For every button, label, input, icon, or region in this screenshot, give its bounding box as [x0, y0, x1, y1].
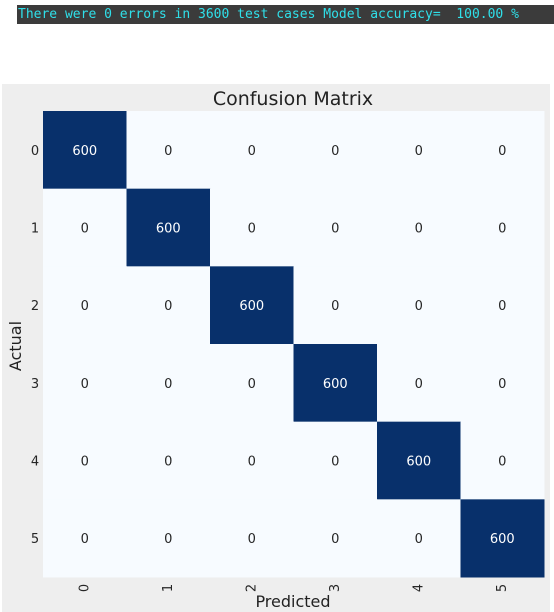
cell-value-label-3-2: 0	[248, 377, 256, 392]
heatmap-cell-5-4	[377, 499, 461, 578]
cell-value-label-0-3: 0	[331, 144, 339, 159]
cell-value-label-0-0: 600	[72, 144, 97, 159]
x-tick-label-0: 0	[77, 584, 92, 592]
x-tick-label-5: 5	[495, 584, 510, 592]
cell-value-label-3-5: 0	[498, 377, 506, 392]
heatmap-cell-3-2	[210, 344, 294, 423]
cell-value-label-1-3: 0	[331, 222, 339, 237]
heatmap-cell-1-4	[377, 188, 461, 267]
cell-value-label-1-5: 0	[498, 222, 506, 237]
heatmap-cell-2-2	[210, 266, 294, 345]
cell-value-label-2-4: 0	[415, 299, 423, 314]
heatmap-cell-0-5	[460, 111, 545, 190]
x-axis-label: Predicted	[255, 592, 330, 611]
x-tick-labels: 0 1 2 3 4 5	[77, 584, 510, 592]
cell-value-label-0-1: 0	[164, 144, 172, 159]
cell-value-label-5-0: 0	[81, 532, 89, 547]
heatmap-cell-3-0	[43, 344, 127, 423]
console-output-line: There were 0 errors in 3600 test cases M…	[17, 5, 554, 24]
heatmap-cell-1-0	[43, 188, 127, 267]
y-tick-label-4: 4	[31, 455, 39, 470]
cell-value-label-3-0: 0	[81, 377, 89, 392]
heatmap-cell-0-4	[377, 111, 461, 190]
x-tick-label-2: 2	[244, 584, 259, 592]
heatmap-cell-2-0	[43, 266, 127, 345]
cell-value-label-4-1: 0	[164, 455, 172, 470]
heatmap-cell-5-0	[43, 499, 127, 578]
heatmap-cell-1-3	[293, 188, 378, 267]
y-tick-label-5: 5	[31, 532, 39, 547]
cell-value-label-4-4: 600	[406, 455, 431, 470]
heatmap-cell-2-4	[377, 266, 461, 345]
heatmap-cell-5-1	[126, 499, 211, 578]
y-axis-label: Actual	[6, 321, 25, 371]
cell-value-label-1-4: 0	[415, 222, 423, 237]
cell-value-label-5-1: 0	[164, 532, 172, 547]
y-tick-label-0: 0	[31, 144, 39, 159]
heatmap-cell-3-3	[293, 344, 378, 423]
heatmap-cell-5-5	[460, 499, 545, 578]
x-tick-label-4: 4	[411, 584, 426, 592]
cell-value-label-2-3: 0	[331, 299, 339, 314]
y-tick-label-1: 1	[31, 222, 39, 237]
heatmap-cell-0-2	[210, 111, 294, 190]
cell-value-label-2-5: 0	[498, 299, 506, 314]
cell-value-label-5-4: 0	[415, 532, 423, 547]
cell-value-label-0-4: 0	[415, 144, 423, 159]
y-tick-labels: 0 1 2 3 4 5	[31, 144, 39, 547]
cell-value-label-0-2: 0	[248, 144, 256, 159]
heatmap-cell-3-5	[460, 344, 545, 423]
cell-value-label-5-3: 0	[331, 532, 339, 547]
cell-value-label-3-4: 0	[415, 377, 423, 392]
heatmap-cell-0-3	[293, 111, 378, 190]
heatmap-cell-4-0	[43, 421, 127, 500]
cell-value-label-0-5: 0	[498, 144, 506, 159]
heatmap-cell-1-2	[210, 188, 294, 267]
heatmap-cell-1-5	[460, 188, 545, 267]
cell-value-label-1-0: 0	[81, 222, 89, 237]
heatmap-cell-5-2	[210, 499, 294, 578]
cell-value-label-1-2: 0	[248, 222, 256, 237]
cell-value-label-2-1: 0	[164, 299, 172, 314]
cell-value-label-3-1: 0	[164, 377, 172, 392]
heatmap-cell-2-1	[126, 266, 211, 345]
heatmap-cell-2-3	[293, 266, 378, 345]
cell-value-label-4-3: 0	[331, 455, 339, 470]
heatmap-cell-4-4	[377, 421, 461, 500]
y-tick-label-2: 2	[31, 299, 39, 314]
cell-value-label-4-0: 0	[81, 455, 89, 470]
heatmap-cell-2-5	[460, 266, 545, 345]
heatmap-cell-3-4	[377, 344, 461, 423]
heatmap-cell-0-1	[126, 111, 211, 190]
y-tick-label-3: 3	[31, 377, 39, 392]
cell-value-label-4-2: 0	[248, 455, 256, 470]
heatmap-cell-4-1	[126, 421, 211, 500]
cell-value-label-2-0: 0	[81, 299, 89, 314]
chart-title: Confusion Matrix	[213, 88, 373, 110]
heatmap-cell-0-0	[43, 111, 127, 190]
cell-value-label-1-1: 600	[156, 222, 181, 237]
heatmap-cell-4-3	[293, 421, 378, 500]
heatmap-cell-3-1	[126, 344, 211, 423]
cell-value-label-5-5: 600	[490, 532, 515, 547]
x-tick-label-3: 3	[328, 584, 343, 592]
heatmap-cell-1-1	[126, 188, 211, 267]
heatmap-cell-5-3	[293, 499, 378, 578]
cell-value-label-3-3: 600	[323, 377, 348, 392]
heatmap-cell-4-2	[210, 421, 294, 500]
cell-value-label-4-5: 0	[498, 455, 506, 470]
cell-value-label-5-2: 0	[248, 532, 256, 547]
heatmap-cell-4-5	[460, 421, 545, 500]
heatmap-cells: 600 0 0 0 0 0 0 600 0 0 0 0 0 0 600 0 0 0 0 0 0 600 0 0 0 0 0 0 600 0…	[43, 111, 545, 578]
x-tick-label-1: 1	[161, 584, 176, 592]
cell-value-label-2-2: 600	[239, 299, 264, 314]
